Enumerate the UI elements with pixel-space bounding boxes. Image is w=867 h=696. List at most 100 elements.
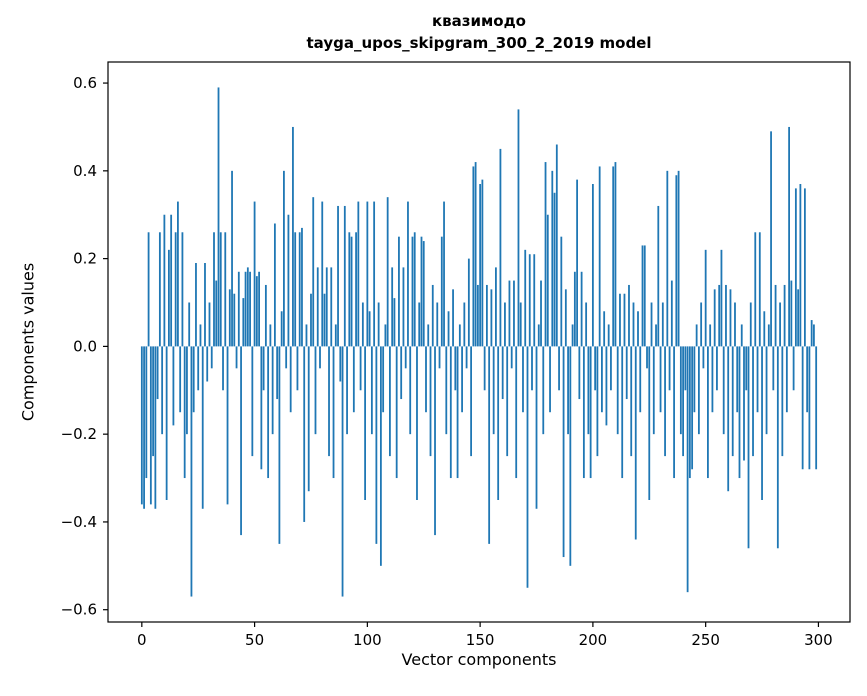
bar	[731, 346, 734, 457]
bar	[366, 201, 369, 347]
chart-title: квазимодо tayga_upos_skipgram_300_2_2019…	[108, 10, 850, 54]
bar	[152, 346, 154, 457]
bar	[431, 284, 434, 347]
bar	[427, 324, 430, 347]
bar	[716, 346, 718, 391]
bar	[440, 236, 443, 347]
bar	[589, 346, 592, 479]
bar	[197, 346, 200, 391]
bar	[639, 346, 642, 413]
bar	[158, 232, 161, 347]
bar	[551, 170, 554, 347]
bar	[251, 346, 254, 457]
bar	[628, 284, 630, 347]
bar	[625, 346, 628, 400]
bar	[695, 324, 698, 347]
bar	[684, 346, 687, 391]
bar	[447, 311, 450, 347]
bar	[707, 346, 709, 479]
bar	[734, 302, 736, 347]
bar	[585, 302, 588, 347]
bar	[283, 170, 285, 347]
bar	[767, 324, 770, 347]
bar	[745, 346, 748, 391]
bar	[727, 346, 730, 492]
bar	[332, 346, 335, 479]
bar	[535, 346, 538, 509]
bar	[781, 346, 784, 457]
bar	[679, 346, 682, 435]
bar	[702, 346, 705, 369]
bar	[269, 324, 272, 347]
bar	[564, 289, 567, 347]
bar	[476, 284, 479, 347]
bar	[292, 126, 294, 347]
bar	[598, 166, 601, 347]
bar	[770, 131, 772, 347]
bar	[341, 346, 344, 597]
bar	[445, 346, 448, 435]
bar	[783, 284, 786, 347]
bar	[709, 324, 712, 347]
bar	[492, 346, 495, 435]
bar	[425, 346, 427, 413]
bar	[637, 311, 639, 347]
bar	[544, 162, 547, 347]
bar	[359, 346, 362, 391]
bar	[330, 267, 333, 347]
bar	[797, 289, 800, 347]
bar	[558, 346, 560, 391]
bar	[143, 346, 145, 509]
bar	[280, 311, 283, 347]
bar	[253, 201, 256, 347]
bar	[170, 214, 173, 347]
bar	[213, 232, 215, 347]
bar	[334, 324, 337, 347]
bar	[495, 267, 497, 347]
bar	[785, 346, 788, 413]
bar	[343, 205, 346, 347]
bar	[402, 267, 405, 347]
bar	[325, 267, 328, 347]
bar	[226, 346, 229, 505]
bar	[704, 249, 707, 347]
bar	[452, 289, 454, 347]
bar	[260, 346, 263, 470]
x-tick-label: 200	[579, 631, 608, 649]
chart-title-model: tayga_upos_skipgram_300_2_2019 model	[306, 34, 652, 52]
bar	[576, 179, 578, 347]
bar	[289, 346, 292, 413]
bar	[262, 346, 265, 391]
bar	[192, 346, 195, 413]
bar	[661, 302, 664, 347]
y-tick-label: 0.6	[73, 74, 97, 92]
bar	[422, 241, 425, 347]
bar	[183, 346, 186, 479]
bar	[249, 271, 251, 347]
bar	[528, 254, 531, 347]
bar	[659, 346, 662, 413]
bar	[177, 201, 179, 347]
bar	[186, 346, 188, 435]
bar	[271, 346, 274, 435]
bar	[549, 346, 551, 413]
bar	[655, 324, 657, 347]
bar	[668, 346, 671, 391]
bar	[379, 346, 382, 566]
bar	[537, 324, 540, 347]
bar	[255, 276, 258, 347]
bar	[758, 232, 761, 347]
y-tick-label: 0.2	[73, 250, 97, 268]
bar	[801, 346, 804, 470]
bar	[688, 346, 691, 479]
bar	[526, 346, 529, 588]
bar	[258, 271, 260, 347]
bar	[467, 258, 470, 347]
bar	[328, 346, 330, 457]
bar	[776, 346, 779, 549]
bar	[472, 166, 475, 347]
y-tick-label: 0.0	[73, 337, 97, 355]
bar	[697, 346, 700, 435]
bar	[594, 346, 597, 391]
x-tick-label: 300	[804, 631, 833, 649]
